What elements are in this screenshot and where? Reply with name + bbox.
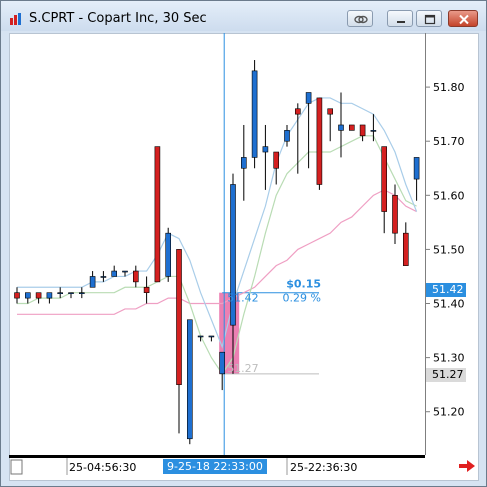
candle-body — [413, 157, 420, 180]
candle-body — [154, 146, 161, 283]
candle-body — [46, 292, 53, 299]
close-button[interactable] — [448, 10, 478, 27]
candle-body — [294, 108, 301, 115]
candle-body — [197, 335, 204, 338]
title-bar[interactable]: S.CPRT - Copart Inc, 30 Sec — [1, 1, 486, 31]
price-tick-label: 51.50 — [433, 243, 465, 256]
price-tick-label: 51.60 — [433, 189, 465, 202]
time-tick-label: 25-22:36:30 — [290, 461, 358, 474]
price-tick-label: 51.40 — [433, 298, 465, 311]
candle-body — [111, 270, 117, 277]
minimize-icon — [397, 21, 405, 23]
time-axis-scrollbar[interactable] — [9, 455, 425, 479]
candle-body — [219, 351, 225, 375]
restore-button[interactable] — [416, 10, 442, 27]
candle-body — [241, 157, 247, 169]
scroll-handle[interactable] — [10, 459, 23, 475]
candle-body — [165, 232, 171, 277]
candle-body — [208, 335, 215, 338]
candle-body — [187, 319, 193, 440]
candle-body — [381, 146, 388, 212]
restore-icon — [424, 14, 436, 25]
candle-body — [35, 292, 42, 299]
minimize-button[interactable] — [387, 10, 413, 27]
candle-body — [316, 97, 323, 185]
candle-body — [143, 286, 150, 293]
measure-percent-label: 0.29 % — [283, 292, 321, 305]
time-tick-label: 25-04:56:30 — [69, 461, 137, 474]
measure-start-price-label: 51.27 — [227, 362, 259, 375]
candle-body — [273, 151, 280, 169]
candle-body — [68, 292, 74, 294]
scroll-right-arrow-icon[interactable] — [458, 459, 476, 473]
candle-body — [122, 270, 128, 273]
candle-body — [176, 249, 182, 385]
measure-end-price-label: 51.42 — [227, 292, 259, 305]
link-button[interactable] — [347, 10, 373, 27]
candle-body — [57, 292, 64, 294]
candle-body — [305, 92, 312, 104]
candle-body — [327, 108, 334, 115]
chart-content — [9, 33, 479, 481]
app-bars-icon — [10, 13, 21, 25]
candle-body — [402, 232, 409, 266]
price-axis[interactable]: 51.80 51.70 51.60 51.50 51.40 51.30 51.20 — [425, 33, 478, 455]
candle-body — [14, 292, 20, 299]
link-icon — [354, 15, 368, 24]
price-axis-ticks: 51.80 51.70 51.60 51.50 51.40 51.30 51.20 — [426, 81, 465, 419]
close-icon — [459, 14, 469, 25]
price-tick-label: 51.30 — [433, 352, 465, 365]
candle-body — [359, 124, 366, 137]
candle-body — [100, 276, 107, 278]
moving-average-slow — [17, 189, 417, 315]
time-axis[interactable]: 25-04:56:30 9-25-18 22:33:00 25-22:36:30 — [9, 455, 425, 479]
last-price-flag: 51.42 — [426, 283, 466, 297]
candle-body — [262, 146, 269, 153]
moving-average-fast — [17, 97, 418, 349]
candle-body — [133, 270, 139, 283]
candle-body — [348, 124, 355, 131]
price-chart[interactable]: $0.15 0.29 % 51.42 51.27 — [9, 33, 425, 455]
moving-average-mid — [17, 135, 417, 375]
measure-change-label: $0.15 — [286, 278, 321, 291]
candle-body — [79, 292, 85, 294]
candle-body — [338, 124, 344, 131]
candle-body — [251, 70, 258, 158]
candle-body — [230, 184, 236, 326]
window-title: S.CPRT - Copart Inc, 30 Sec — [29, 11, 207, 26]
candle-body — [24, 292, 31, 299]
price-tick-label: 51.80 — [433, 81, 465, 94]
price-tick-label: 51.70 — [433, 135, 465, 148]
candle-body — [89, 276, 96, 288]
candle-body — [392, 195, 398, 234]
candlestick-chart[interactable]: $0.150.29 % 51.42 51.27 — [9, 33, 425, 455]
candle-body — [284, 130, 290, 142]
crosshair-price-flag: 51.27 — [426, 368, 466, 382]
candle-body — [370, 130, 377, 132]
crosshair-time-label: 9-25-18 22:33:00 — [163, 459, 267, 474]
price-tick-label: 51.20 — [433, 406, 465, 419]
